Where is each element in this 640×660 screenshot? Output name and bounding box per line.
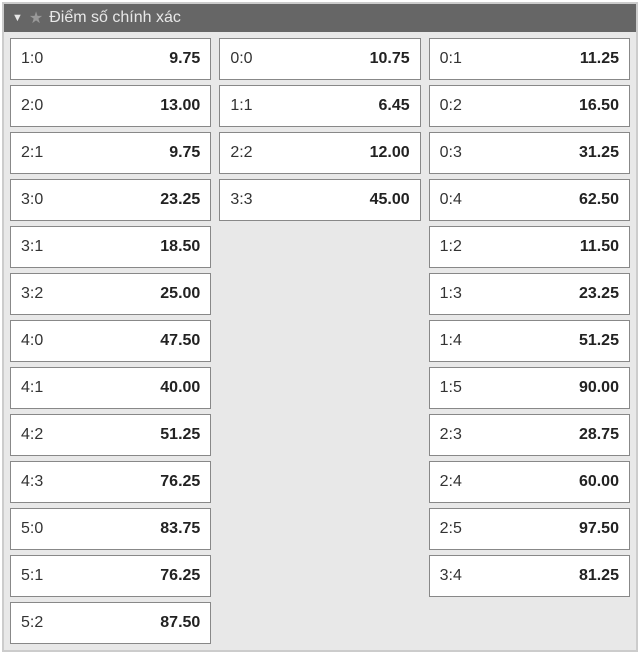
score-label: 2:2 bbox=[230, 144, 252, 162]
score-label: 1:0 bbox=[21, 50, 43, 68]
column-away-win: 0:1 11.25 0:2 16.50 0:3 31.25 0:4 62.50 1:2 11.50… bbox=[429, 38, 630, 644]
odds-value: 28.75 bbox=[579, 426, 619, 444]
odds-value: 10.75 bbox=[370, 50, 410, 68]
odds-value: 23.25 bbox=[160, 191, 200, 209]
odds-value: 23.25 bbox=[579, 285, 619, 303]
odds-value: 18.50 bbox=[160, 238, 200, 256]
odds-cell[interactable]: 1:1 6.45 bbox=[219, 85, 420, 127]
odds-cell[interactable]: 0:3 31.25 bbox=[429, 132, 630, 174]
score-label: 2:0 bbox=[21, 97, 43, 115]
score-label: 4:0 bbox=[21, 332, 43, 350]
odds-value: 11.25 bbox=[580, 50, 619, 68]
odds-cell[interactable]: 0:0 10.75 bbox=[219, 38, 420, 80]
score-label: 5:1 bbox=[21, 567, 43, 585]
odds-cell[interactable]: 2:3 28.75 bbox=[429, 414, 630, 456]
score-label: 2:3 bbox=[440, 426, 462, 444]
score-label: 0:0 bbox=[230, 50, 252, 68]
score-label: 3:4 bbox=[440, 567, 462, 585]
odds-cell[interactable]: 4:0 47.50 bbox=[10, 320, 211, 362]
odds-value: 76.25 bbox=[160, 567, 200, 585]
correct-score-panel: ▼ ★ Điểm số chính xác 1:0 9.75 2:0 13.00 2:1… bbox=[2, 2, 638, 652]
star-icon[interactable]: ★ bbox=[29, 8, 43, 28]
score-label: 1:4 bbox=[440, 332, 462, 350]
score-label: 1:5 bbox=[440, 379, 462, 397]
score-label: 1:1 bbox=[230, 97, 252, 115]
score-label: 3:3 bbox=[230, 191, 252, 209]
odds-value: 51.25 bbox=[579, 332, 619, 350]
odds-value: 83.75 bbox=[160, 520, 200, 538]
odds-value: 90.00 bbox=[579, 379, 619, 397]
panel-title: Điểm số chính xác bbox=[49, 9, 181, 27]
odds-cell[interactable]: 3:3 45.00 bbox=[219, 179, 420, 221]
odds-cell[interactable]: 4:3 76.25 bbox=[10, 461, 211, 503]
odds-value: 31.25 bbox=[579, 144, 619, 162]
odds-value: 97.50 bbox=[579, 520, 619, 538]
odds-value: 9.75 bbox=[169, 50, 200, 68]
score-label: 3:0 bbox=[21, 191, 43, 209]
odds-value: 87.50 bbox=[160, 614, 200, 632]
odds-cell[interactable]: 2:4 60.00 bbox=[429, 461, 630, 503]
odds-value: 40.00 bbox=[160, 379, 200, 397]
score-label: 0:2 bbox=[440, 97, 462, 115]
odds-cell[interactable]: 1:5 90.00 bbox=[429, 367, 630, 409]
odds-cell[interactable]: 3:2 25.00 bbox=[10, 273, 211, 315]
odds-cell[interactable]: 1:2 11.50 bbox=[429, 226, 630, 268]
column-home-win: 1:09.752:013.002:19.753:023.253:118.503:… bbox=[10, 38, 211, 644]
odds-value: 13.00 bbox=[160, 97, 200, 115]
score-label: 1:2 bbox=[440, 238, 462, 256]
score-label: 2:1 bbox=[21, 144, 43, 162]
odds-value: 12.00 bbox=[370, 144, 410, 162]
odds-cell[interactable]: 5:1 76.25 bbox=[10, 555, 211, 597]
score-label: 5:0 bbox=[21, 520, 43, 538]
odds-cell[interactable]: 2:0 13.00 bbox=[10, 85, 211, 127]
odds-value: 16.50 bbox=[579, 97, 619, 115]
score-label: 2:5 bbox=[440, 520, 462, 538]
score-label: 5:2 bbox=[21, 614, 43, 632]
odds-value: 9.75 bbox=[169, 144, 200, 162]
odds-cell[interactable]: 4:1 40.00 bbox=[10, 367, 211, 409]
odds-value: 47.50 bbox=[160, 332, 200, 350]
odds-cell[interactable]: 1:0 9.75 bbox=[10, 38, 211, 80]
odds-value: 81.25 bbox=[579, 567, 619, 585]
score-label: 4:3 bbox=[21, 473, 43, 491]
odds-value: 6.45 bbox=[379, 97, 410, 115]
odds-value: 60.00 bbox=[579, 473, 619, 491]
odds-cell[interactable]: 3:1 18.50 bbox=[10, 226, 211, 268]
odds-value: 76.25 bbox=[160, 473, 200, 491]
score-label: 3:1 bbox=[21, 238, 43, 256]
score-label: 0:3 bbox=[440, 144, 462, 162]
odds-cell[interactable]: 2:2 12.00 bbox=[219, 132, 420, 174]
odds-value: 62.50 bbox=[579, 191, 619, 209]
odds-cell[interactable]: 0:2 16.50 bbox=[429, 85, 630, 127]
score-label: 0:4 bbox=[440, 191, 462, 209]
column-draw: 0:0 10.75 1:1 6.45 2:2 12.00 3:3 45.00 bbox=[219, 38, 420, 644]
score-label: 4:1 bbox=[21, 379, 43, 397]
panel-header[interactable]: ▼ ★ Điểm số chính xác bbox=[4, 4, 636, 32]
odds-value: 25.00 bbox=[160, 285, 200, 303]
score-label: 2:4 bbox=[440, 473, 462, 491]
score-label: 3:2 bbox=[21, 285, 43, 303]
odds-cell[interactable]: 2:5 97.50 bbox=[429, 508, 630, 550]
chevron-down-icon: ▼ bbox=[12, 12, 23, 24]
score-label: 0:1 bbox=[440, 50, 462, 68]
score-label: 4:2 bbox=[21, 426, 43, 444]
odds-cell[interactable]: 2:1 9.75 bbox=[10, 132, 211, 174]
odds-cell[interactable]: 0:4 62.50 bbox=[429, 179, 630, 221]
score-label: 1:3 bbox=[440, 285, 462, 303]
odds-cell[interactable]: 1:4 51.25 bbox=[429, 320, 630, 362]
odds-cell[interactable]: 3:0 23.25 bbox=[10, 179, 211, 221]
odds-value: 51.25 bbox=[160, 426, 200, 444]
odds-cell[interactable]: 3:4 81.25 bbox=[429, 555, 630, 597]
odds-cell[interactable]: 5:2 87.50 bbox=[10, 602, 211, 644]
odds-value: 45.00 bbox=[370, 191, 410, 209]
odds-cell[interactable]: 4:2 51.25 bbox=[10, 414, 211, 456]
odds-cell[interactable]: 1:3 23.25 bbox=[429, 273, 630, 315]
odds-grid: 1:09.752:013.002:19.753:023.253:118.503:… bbox=[4, 32, 636, 650]
odds-cell[interactable]: 0:1 11.25 bbox=[429, 38, 630, 80]
odds-cell[interactable]: 5:0 83.75 bbox=[10, 508, 211, 550]
odds-value: 11.50 bbox=[580, 238, 619, 256]
